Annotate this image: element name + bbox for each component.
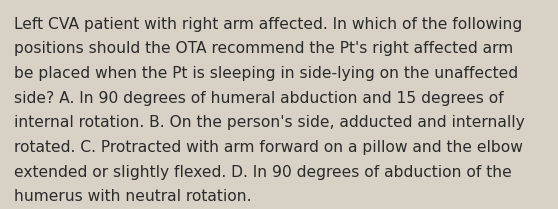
Text: be placed when the Pt is sleeping in side-lying on the unaffected: be placed when the Pt is sleeping in sid…: [14, 66, 518, 81]
Text: rotated. C. Protracted with arm forward on a pillow and the elbow: rotated. C. Protracted with arm forward …: [14, 140, 523, 155]
Text: side? A. In 90 degrees of humeral abduction and 15 degrees of: side? A. In 90 degrees of humeral abduct…: [14, 91, 504, 106]
Text: humerus with neutral rotation.: humerus with neutral rotation.: [14, 189, 252, 204]
Text: internal rotation. B. On the person's side, adducted and internally: internal rotation. B. On the person's si…: [14, 115, 525, 130]
Text: extended or slightly flexed. D. In 90 degrees of abduction of the: extended or slightly flexed. D. In 90 de…: [14, 165, 512, 180]
Text: Left CVA patient with right arm affected. In which of the following: Left CVA patient with right arm affected…: [14, 17, 522, 32]
Text: positions should the OTA recommend the Pt's right affected arm: positions should the OTA recommend the P…: [14, 41, 513, 56]
